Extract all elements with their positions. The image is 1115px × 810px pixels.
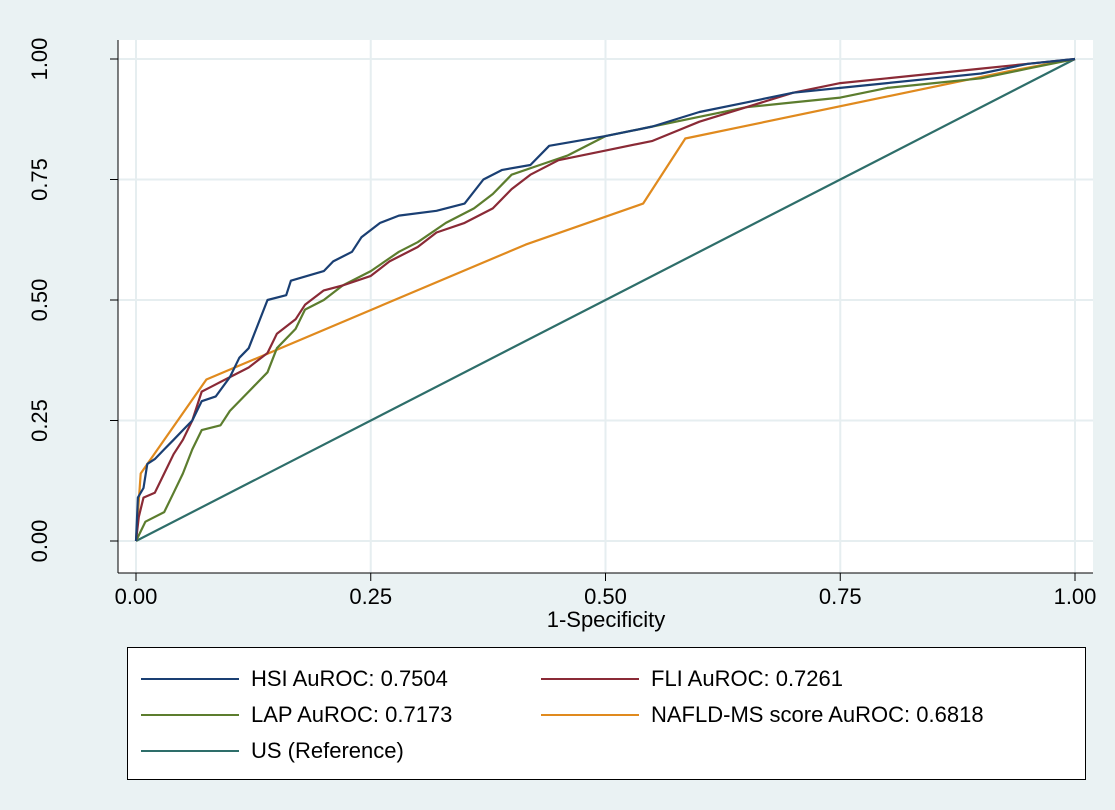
legend-label: HSI AuROC: 0.7504 [251,666,448,691]
series-lines [134,57,1076,542]
y-tick-label: 1.00 [27,38,52,81]
legend-swatch [541,714,639,716]
y-tick-label: 0.50 [27,279,52,322]
y-tick-label: 0.25 [27,399,52,442]
x-tick-label: 0.75 [819,584,862,609]
series-line-nafld-ms [134,57,1076,542]
legend-item: HSI AuROC: 0.7504 [141,666,448,691]
legend-label: US (Reference) [251,738,404,763]
legend-label: NAFLD-MS score AuROC: 0.6818 [651,702,984,727]
series-line-hsi [134,57,1076,542]
series-line-us [135,58,1076,542]
legend-swatch [141,714,239,716]
axis-ticks: 0.00 0.25 0.50 0.75 1.00 0.00 0.25 0.50 0.75 1.00 [27,38,1096,609]
x-tick-label: 0.50 [584,584,627,609]
legend-item: FLI AuROC: 0.7261 [541,666,843,691]
x-tick-label: 0.25 [349,584,392,609]
x-axis-title: 1-Specificity [547,607,666,632]
legend-swatch [141,750,239,752]
x-tick-label: 1.00 [1054,584,1097,609]
x-tick-label: 0.00 [115,584,158,609]
legend-item: US (Reference) [141,738,404,763]
legend-label: LAP AuROC: 0.7173 [251,702,453,727]
legend-swatch [541,678,639,680]
legend-swatch [141,678,239,680]
legend-item: LAP AuROC: 0.7173 [141,702,453,727]
series-line-lap [135,57,1076,542]
legend: HSI AuROC: 0.7504 FLI AuROC: 0.7261 LAP Au… [127,647,1086,780]
y-tick-label: 0.00 [27,520,52,563]
y-tick-label: 0.75 [27,158,52,201]
legend-item: NAFLD-MS score AuROC: 0.6818 [541,702,984,727]
legend-label: FLI AuROC: 0.7261 [651,666,843,691]
